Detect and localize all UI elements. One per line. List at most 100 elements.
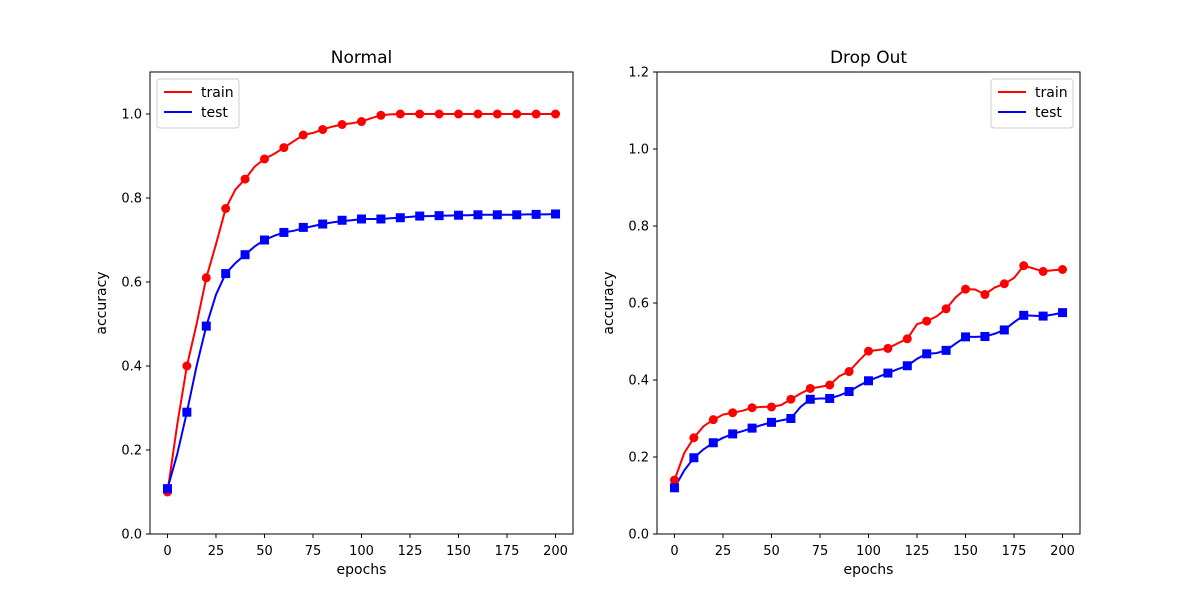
legend: train test xyxy=(990,78,1074,129)
data-point-train xyxy=(786,394,796,404)
data-point-train xyxy=(805,383,815,393)
chart-panel-1: 0 25 50 75 100 125 150 175 200 0.0 0.2 0.4 0.6 0.8 1.0… xyxy=(94,48,574,578)
data-point-train xyxy=(689,433,699,443)
x-tick-label: 100 xyxy=(856,544,881,559)
y-tick-label: 0.8 xyxy=(628,220,649,235)
y-tick-label: 0.6 xyxy=(628,297,649,312)
x-tick-label: 200 xyxy=(543,544,568,559)
x-tick-label: 50 xyxy=(256,544,273,559)
x-tick-label: 150 xyxy=(953,544,978,559)
y-tick-label: 1.2 xyxy=(628,66,649,81)
data-point-test xyxy=(221,269,231,279)
data-point-test xyxy=(531,209,541,219)
data-point-train xyxy=(922,316,932,326)
data-point-train xyxy=(669,475,679,485)
series-line-train xyxy=(673,264,1064,482)
legend-label-train: train xyxy=(201,85,234,101)
data-point-train xyxy=(434,109,444,119)
y-tick-label: 0.6 xyxy=(121,276,142,291)
x-tick-label: 25 xyxy=(208,544,225,559)
y-tick-label: 0.0 xyxy=(628,528,649,543)
data-point-test xyxy=(902,361,912,371)
data-point-test xyxy=(512,210,522,220)
data-point-test xyxy=(201,321,211,331)
data-point-train xyxy=(318,125,328,135)
data-point-test xyxy=(337,215,347,225)
data-point-train xyxy=(1038,266,1048,276)
data-point-train xyxy=(941,304,951,314)
data-point-test xyxy=(492,210,502,220)
data-point-test xyxy=(786,414,796,423)
x-tick-label: 25 xyxy=(715,544,732,559)
data-point-train xyxy=(728,408,738,418)
series-line-test xyxy=(673,311,1064,489)
data-point-train xyxy=(376,110,386,120)
data-point-test xyxy=(689,453,699,463)
data-point-test xyxy=(551,209,561,219)
legend-label-test: test xyxy=(201,105,228,121)
data-point-train xyxy=(980,290,990,300)
data-point-train xyxy=(473,109,483,119)
data-point-test xyxy=(766,417,776,427)
series-line-test xyxy=(166,213,557,490)
data-point-train xyxy=(902,334,912,344)
data-point-test xyxy=(434,211,444,221)
data-point-train xyxy=(415,109,425,119)
y-tick-label: 0.4 xyxy=(121,360,142,375)
data-point-test xyxy=(1019,310,1029,320)
data-point-train xyxy=(961,284,971,294)
y-tick-label: 1.0 xyxy=(628,143,649,158)
data-point-test xyxy=(747,423,757,433)
data-point-test xyxy=(415,211,425,221)
x-tick-label: 75 xyxy=(812,544,829,559)
data-point-train xyxy=(864,346,873,356)
data-point-train xyxy=(512,109,522,119)
series-line-train xyxy=(166,113,557,493)
chart-panel-2: 0 25 50 75 100 125 150 175 200 0.0 0.2 0.4 0.6 0.8 1.0… xyxy=(601,48,1081,578)
data-point-test xyxy=(999,325,1009,335)
data-point-train xyxy=(492,109,502,119)
legend: train test xyxy=(156,78,240,129)
legend-label-train: train xyxy=(1035,85,1068,101)
data-point-train xyxy=(883,343,893,353)
y-tick-label: 0.4 xyxy=(628,374,649,389)
data-point-train xyxy=(298,130,308,140)
data-point-test xyxy=(162,484,172,494)
data-point-test xyxy=(980,331,990,341)
data-point-train xyxy=(454,109,464,119)
data-point-test xyxy=(240,250,250,260)
x-tick-label: 100 xyxy=(349,544,374,559)
chart-title: Normal xyxy=(331,48,393,68)
y-tick-label: 1.0 xyxy=(121,108,142,123)
data-point-train xyxy=(1058,265,1068,275)
x-tick-label: 150 xyxy=(446,544,471,559)
x-axis-label: epochs xyxy=(337,562,387,578)
x-tick-label: 175 xyxy=(1002,544,1027,559)
x-axis-label: epochs xyxy=(844,562,894,578)
data-point-train xyxy=(825,380,835,390)
x-tick-label: 200 xyxy=(1050,544,1075,559)
data-point-test xyxy=(182,407,192,417)
data-point-test xyxy=(454,210,464,220)
data-point-test xyxy=(1058,308,1068,318)
data-point-train xyxy=(999,279,1009,289)
data-point-test xyxy=(473,210,483,220)
data-point-train xyxy=(279,143,289,153)
x-tick-label: 0 xyxy=(163,544,171,559)
data-point-train xyxy=(1019,261,1029,271)
chart-title: Drop Out xyxy=(830,48,907,68)
x-tick-label: 0 xyxy=(670,544,678,559)
data-point-train xyxy=(182,361,192,371)
data-point-train xyxy=(531,109,541,119)
data-point-train xyxy=(766,402,776,412)
data-point-test xyxy=(259,235,269,245)
data-point-test xyxy=(279,227,289,237)
x-tick-label: 125 xyxy=(398,544,423,559)
y-tick-label: 0.0 xyxy=(121,528,142,543)
data-point-train xyxy=(844,367,854,377)
data-point-train xyxy=(357,117,366,127)
data-point-test xyxy=(844,387,854,397)
data-point-train xyxy=(259,154,269,164)
data-point-test xyxy=(708,438,718,448)
